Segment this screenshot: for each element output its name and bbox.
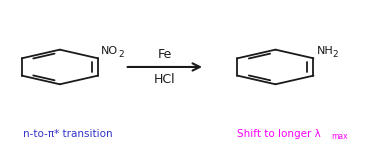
Text: HCl: HCl	[154, 73, 175, 86]
Text: Shift to longer λ: Shift to longer λ	[237, 129, 321, 139]
Text: Fe: Fe	[158, 48, 172, 61]
Text: max: max	[331, 132, 347, 141]
Text: 2: 2	[118, 50, 124, 59]
Text: NH: NH	[316, 46, 333, 56]
Text: 2: 2	[332, 50, 338, 59]
Text: n-to-π* transition: n-to-π* transition	[23, 129, 112, 139]
Text: NO: NO	[101, 46, 118, 56]
